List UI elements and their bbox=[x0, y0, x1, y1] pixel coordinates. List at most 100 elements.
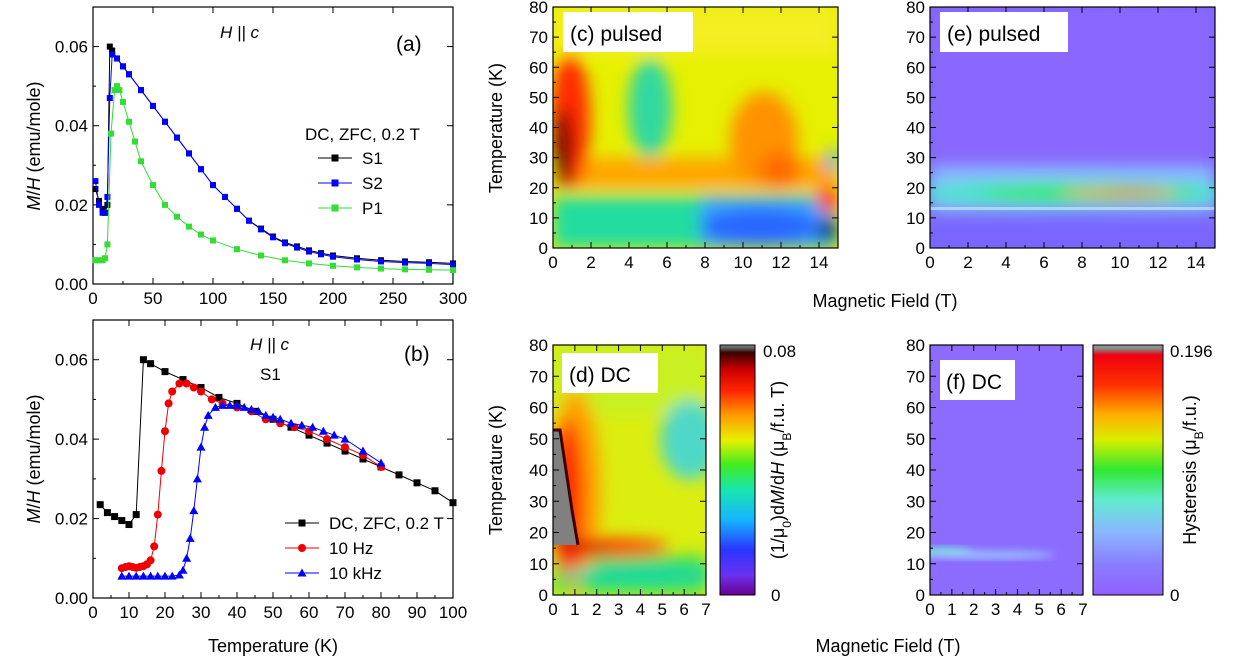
data-point bbox=[330, 253, 336, 260]
data-point bbox=[192, 474, 202, 483]
y-axis-label: Temperature (K) bbox=[486, 63, 506, 193]
data-point bbox=[207, 395, 216, 404]
y-tick-label: 0 bbox=[539, 586, 548, 605]
data-point bbox=[92, 178, 99, 185]
data-point bbox=[96, 201, 102, 208]
panel-label: (c) pulsed bbox=[570, 23, 662, 46]
y-tick-label: 20 bbox=[906, 179, 925, 198]
data-point bbox=[138, 158, 144, 165]
data-point bbox=[239, 402, 249, 411]
series-p1 bbox=[92, 83, 456, 274]
data-point bbox=[298, 519, 306, 527]
data-point bbox=[138, 571, 148, 580]
y-axis-label: M/H (emu/mole) bbox=[24, 81, 44, 210]
colorbar-min: 0 bbox=[1170, 586, 1179, 605]
x-tick-label: 1 bbox=[947, 600, 956, 619]
x-tick-label: 80 bbox=[372, 603, 391, 622]
panel-label: (f) DC bbox=[946, 371, 1002, 394]
data-point bbox=[354, 264, 360, 271]
data-point bbox=[254, 406, 264, 415]
data-point bbox=[102, 255, 108, 262]
data-point bbox=[376, 458, 386, 467]
data-point bbox=[323, 435, 331, 444]
x-axis-label-top: Magnetic Field (T) bbox=[812, 291, 957, 311]
x-axis-label: Temperature (K) bbox=[208, 636, 338, 656]
data-point bbox=[108, 130, 114, 137]
y-tick-label: 0 bbox=[539, 239, 548, 258]
data-point bbox=[402, 259, 408, 266]
y-tick-label: 0.06 bbox=[55, 38, 88, 57]
x-tick-label: 30 bbox=[192, 603, 211, 622]
y-tick-label: 0.06 bbox=[55, 351, 88, 370]
x-tick-label: 7 bbox=[1078, 600, 1087, 619]
x-tick-label: 2 bbox=[586, 253, 595, 272]
x-tick-label: 300 bbox=[439, 289, 467, 308]
data-point bbox=[270, 234, 276, 241]
data-point bbox=[215, 393, 223, 401]
series-10-hz bbox=[117, 379, 385, 573]
data-point bbox=[104, 201, 111, 208]
x-tick-label: 14 bbox=[1187, 253, 1206, 272]
data-point bbox=[138, 87, 144, 94]
data-point bbox=[318, 426, 328, 435]
x-tick-label: 10 bbox=[734, 253, 753, 272]
data-point bbox=[174, 134, 180, 141]
data-point bbox=[341, 443, 349, 452]
data-point bbox=[131, 571, 141, 580]
x-tick-label: 0 bbox=[925, 253, 934, 272]
data-point bbox=[114, 83, 120, 90]
data-point bbox=[114, 55, 120, 62]
data-point bbox=[426, 260, 432, 267]
data-point bbox=[340, 434, 350, 443]
y-tick-label: 50 bbox=[529, 88, 548, 107]
data-point bbox=[294, 244, 300, 251]
x-tick-label: 8 bbox=[1077, 253, 1086, 272]
data-point bbox=[210, 237, 216, 244]
colorbar-max: 0.08 bbox=[763, 342, 796, 361]
y-tick-label: 0 bbox=[916, 586, 925, 605]
legend-label: P1 bbox=[362, 199, 383, 218]
data-point bbox=[330, 262, 336, 269]
x-tick-label: 0 bbox=[548, 253, 557, 272]
data-point bbox=[178, 565, 188, 574]
x-tick-label: 10 bbox=[120, 603, 139, 622]
data-point bbox=[203, 410, 213, 419]
x-tick-label: 6 bbox=[1056, 600, 1065, 619]
y-tick-label: 0.02 bbox=[55, 510, 88, 529]
x-tick-label: 20 bbox=[156, 603, 175, 622]
annotation-field: H || c bbox=[250, 335, 290, 354]
x-tick-label: 250 bbox=[379, 289, 407, 308]
x-tick-label: 0 bbox=[925, 600, 934, 619]
x-tick-label: 50 bbox=[144, 289, 163, 308]
panel-label-box bbox=[563, 12, 693, 52]
y-tick-label: 70 bbox=[529, 367, 548, 386]
data-point bbox=[150, 102, 156, 109]
x-tick-label: 40 bbox=[228, 603, 247, 622]
data-point bbox=[378, 265, 384, 272]
x-tick-label: 90 bbox=[408, 603, 427, 622]
data-point bbox=[175, 379, 184, 388]
legend-label: S1 bbox=[362, 149, 383, 168]
data-point bbox=[331, 154, 339, 162]
data-point bbox=[282, 257, 288, 264]
data-point bbox=[450, 267, 456, 274]
colorbar-label: Hysteresis (μB/f.u.) bbox=[1180, 395, 1206, 544]
data-point bbox=[124, 571, 134, 580]
y-tick-label: 60 bbox=[906, 399, 925, 418]
data-point bbox=[354, 256, 360, 263]
data-point bbox=[116, 87, 123, 94]
data-point bbox=[329, 430, 339, 439]
y-tick-label: 30 bbox=[906, 492, 925, 511]
data-point bbox=[306, 248, 312, 255]
data-point bbox=[126, 71, 132, 78]
x-tick-label: 3 bbox=[991, 600, 1000, 619]
data-point bbox=[162, 201, 168, 208]
y-tick-label: 40 bbox=[529, 461, 548, 480]
data-point bbox=[234, 205, 240, 212]
data-point bbox=[117, 571, 127, 580]
x-tick-label: 60 bbox=[300, 603, 319, 622]
data-point bbox=[210, 402, 220, 411]
legend-label: 10 kHz bbox=[329, 564, 382, 583]
x-tick-label: 4 bbox=[1001, 253, 1010, 272]
